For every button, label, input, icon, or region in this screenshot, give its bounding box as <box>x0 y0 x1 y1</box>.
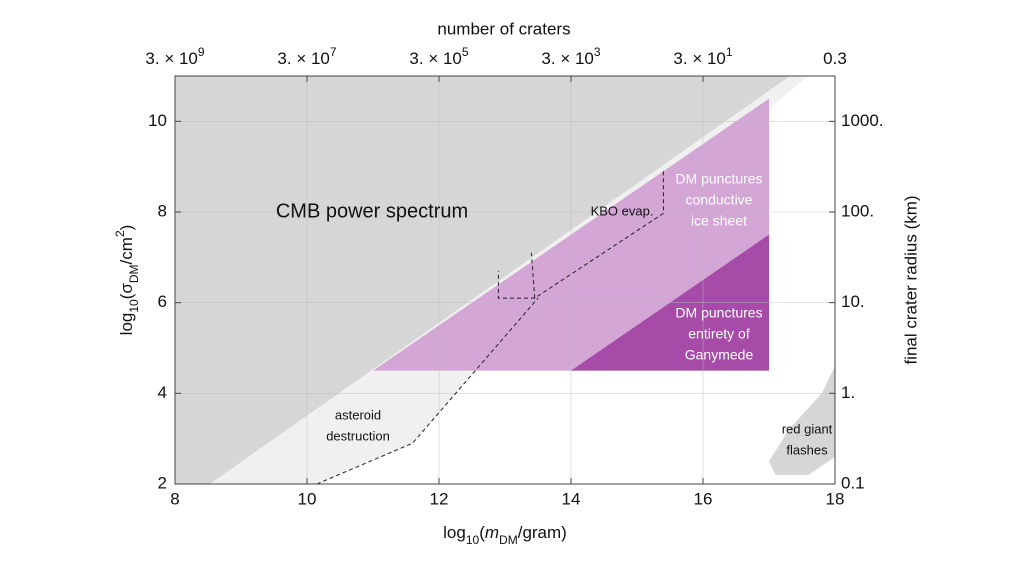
y2-label: final crater radius (km) <box>901 195 920 364</box>
annotation: flashes <box>786 442 828 457</box>
y2-tick-label: 1. <box>841 383 855 402</box>
plot-area <box>175 76 835 484</box>
x2-tick-label: 3. × 101 <box>673 45 732 68</box>
tick-text: 0.3 <box>823 49 847 68</box>
x-tick-label: 12 <box>430 489 449 508</box>
label-part: 10 <box>127 299 141 313</box>
x-tick-label: 8 <box>170 489 179 508</box>
region <box>571 234 769 371</box>
x2-tick-label: 3. × 105 <box>409 45 468 68</box>
annotation: conductive <box>686 192 753 208</box>
dashed-curve <box>497 171 664 299</box>
dashed-curve <box>316 297 539 484</box>
annotation: asteroid <box>335 407 381 422</box>
label-part: 10 <box>466 533 480 547</box>
x-tick-label: 16 <box>694 489 713 508</box>
x-tick-label: 18 <box>826 489 845 508</box>
y2-tick-label: 0.1 <box>841 473 865 492</box>
tick-exponent: 1 <box>726 45 733 59</box>
label-part: /gram) <box>518 523 567 542</box>
label-part: log <box>117 313 136 336</box>
x2-tick-label: 3. × 107 <box>277 45 336 68</box>
label-part: DM <box>127 264 141 283</box>
x2-tick-label: 3. × 109 <box>145 45 204 68</box>
x2-tick-label: 3. × 103 <box>541 45 600 68</box>
y-tick-label: 2 <box>158 473 167 492</box>
label-part: m <box>485 523 499 542</box>
region <box>175 76 791 484</box>
label-part: log <box>443 523 466 542</box>
tick-exponent: 9 <box>198 45 205 59</box>
label-part: (σ <box>117 283 136 300</box>
tick-text: 3. × 10 <box>673 49 725 68</box>
annotation: KBO evap. <box>591 203 654 218</box>
x-tick-label: 14 <box>562 489 581 508</box>
y-label: log10(σDM/cm2) <box>113 225 141 336</box>
tick-exponent: 3 <box>594 45 601 59</box>
x-tick-label: 10 <box>298 489 317 508</box>
annotation: entirety of <box>688 326 750 342</box>
tick-exponent: 7 <box>330 45 337 59</box>
label-part: ( <box>479 523 485 542</box>
y-tick-label: 10 <box>148 111 167 130</box>
label-part: ) <box>117 225 136 231</box>
x-label: log10(mDM/gram) <box>443 523 567 547</box>
annotation: destruction <box>326 428 390 443</box>
y2-tick-label: 10. <box>841 292 865 311</box>
y-tick-label: 4 <box>158 383 167 402</box>
tick-exponent: 5 <box>462 45 469 59</box>
annotation: ice sheet <box>691 213 747 229</box>
tick-text: 3. × 10 <box>145 49 197 68</box>
annotation: red giant <box>782 421 833 436</box>
annotation: DM punctures <box>675 305 762 321</box>
tick-text: 3. × 10 <box>541 49 593 68</box>
x2-tick-label: 0.3 <box>823 49 847 68</box>
tick-text: 3. × 10 <box>409 49 461 68</box>
annotation: DM punctures <box>675 171 762 187</box>
tick-text: 3. × 10 <box>277 49 329 68</box>
y-tick-label: 6 <box>158 292 167 311</box>
annotation: Ganymede <box>685 347 754 363</box>
label-part: /cm <box>117 237 136 264</box>
x2-label: number of craters <box>437 19 570 38</box>
region <box>769 366 835 475</box>
y-tick-label: 8 <box>158 201 167 220</box>
label-part: DM <box>499 533 518 547</box>
y2-tick-label: 1000. <box>841 111 884 130</box>
y2-tick-label: 100. <box>841 201 874 220</box>
frame <box>174 75 836 485</box>
annotation: CMB power spectrum <box>276 200 468 222</box>
label-part: 2 <box>113 230 127 237</box>
